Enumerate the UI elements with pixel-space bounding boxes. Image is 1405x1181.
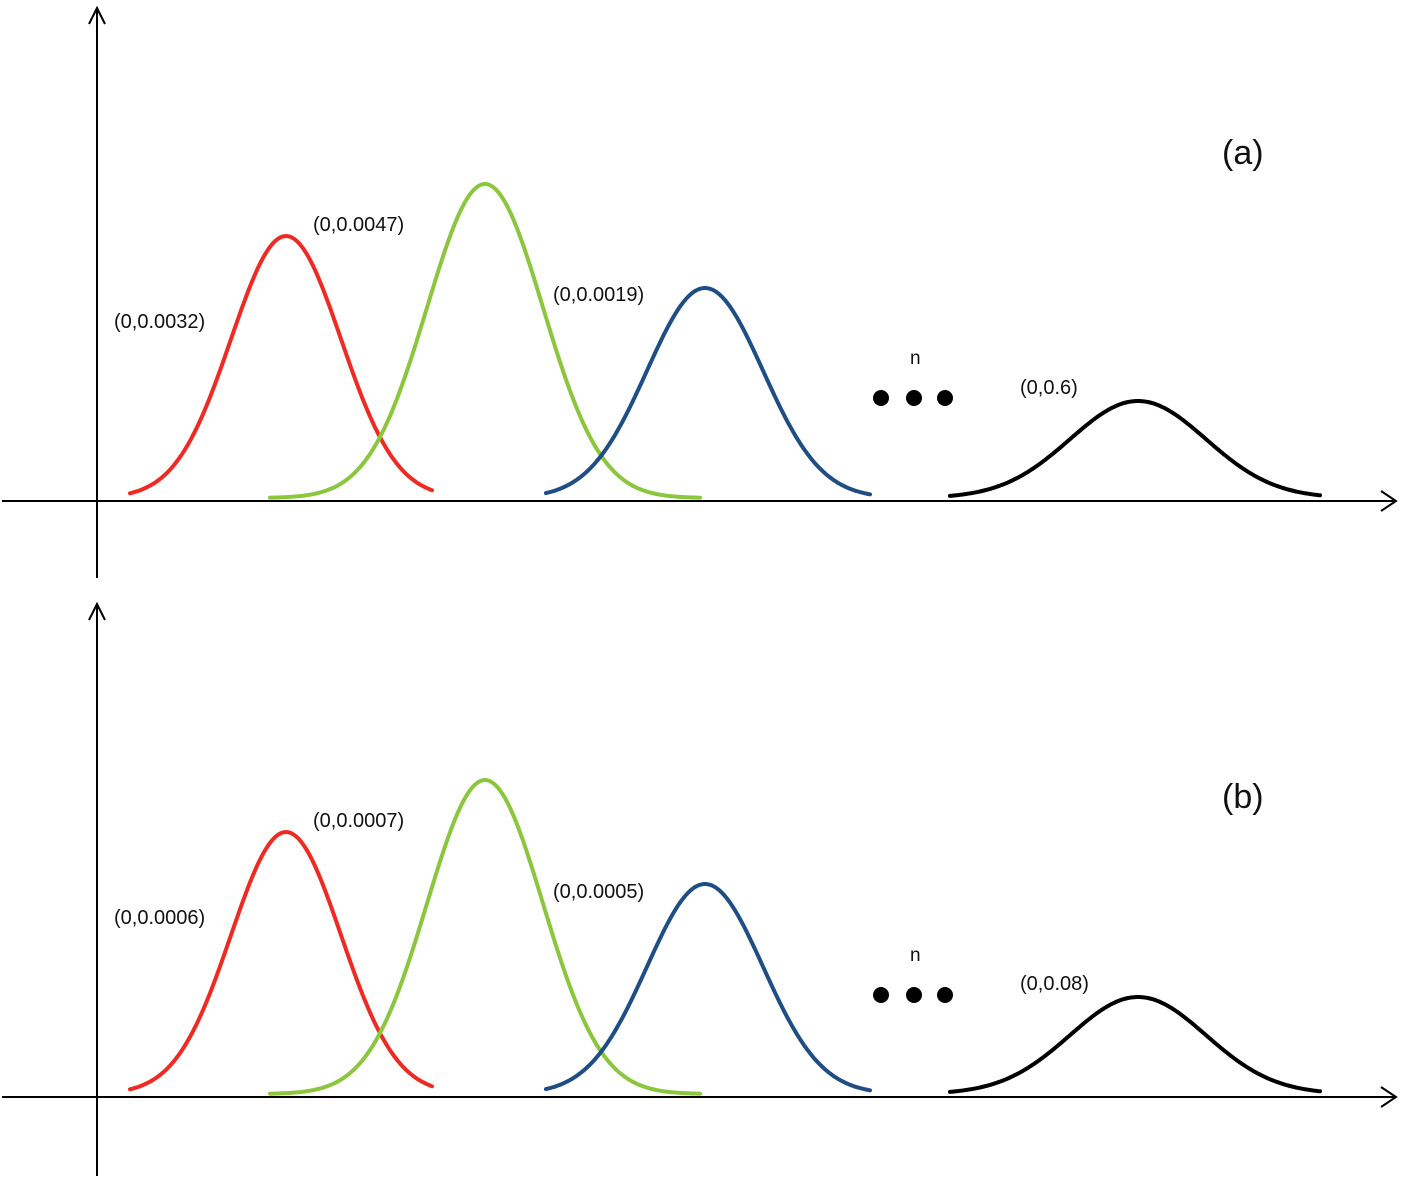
panel-b-green-curve: [268, 778, 702, 1096]
panel-b-ellipsis-dot-1: [873, 987, 889, 1003]
panel-b-blue-curve: [544, 882, 872, 1093]
panel-a-blue-curve: [544, 286, 872, 497]
panel-b-label: (b): [1222, 778, 1264, 816]
panel-a-blue-curve-label: (0,0.0019): [553, 284, 644, 306]
panel-a-ellipsis-n-label: n: [910, 348, 921, 369]
panel-b-blue-curve-label: (0,0.0005): [553, 881, 644, 903]
panel-a-y-axis-arrowhead: [88, 5, 106, 25]
panel-b-black-curve-label: (0,0.08): [1020, 973, 1089, 995]
panel-a-ellipsis-dot-3: [937, 390, 953, 406]
panel-a-ellipsis-dot-2: [906, 390, 922, 406]
panel-a-ellipsis-dot-1: [873, 390, 889, 406]
panel-b-red-curve: [128, 830, 434, 1092]
panel-a-black-curve: [948, 399, 1322, 498]
panel-b-x-axis-arrowhead: [1380, 1086, 1398, 1108]
panel-b-black-curve: [948, 995, 1322, 1094]
panel-a: (0,0.0032) (0,0.0047) (0,0.0019) (0,0.6)…: [2, 5, 1398, 578]
panel-a-red-curve: [128, 234, 434, 496]
panel-b-ellipsis-n-label: n: [910, 945, 921, 966]
panel-b-green-curve-label: (0,0.0007): [313, 810, 404, 832]
panel-b: (0,0.0006) (0,0.0007) (0,0.0005) (0,0.08…: [2, 601, 1398, 1176]
panel-a-green-curve: [268, 182, 702, 500]
panel-b-ellipsis-dot-3: [937, 987, 953, 1003]
panel-b-y-axis-arrowhead: [88, 601, 106, 621]
panel-a-x-axis-arrowhead: [1380, 490, 1398, 512]
panel-a-red-curve-label: (0,0.0032): [114, 311, 205, 333]
panel-a-black-curve-label: (0,0.6): [1020, 377, 1078, 399]
panel-a-green-curve-label: (0,0.0047): [313, 214, 404, 236]
panel-b-red-curve-label: (0,0.0006): [114, 907, 205, 929]
panel-a-label: (a): [1222, 134, 1264, 172]
panel-b-ellipsis-dot-2: [906, 987, 922, 1003]
